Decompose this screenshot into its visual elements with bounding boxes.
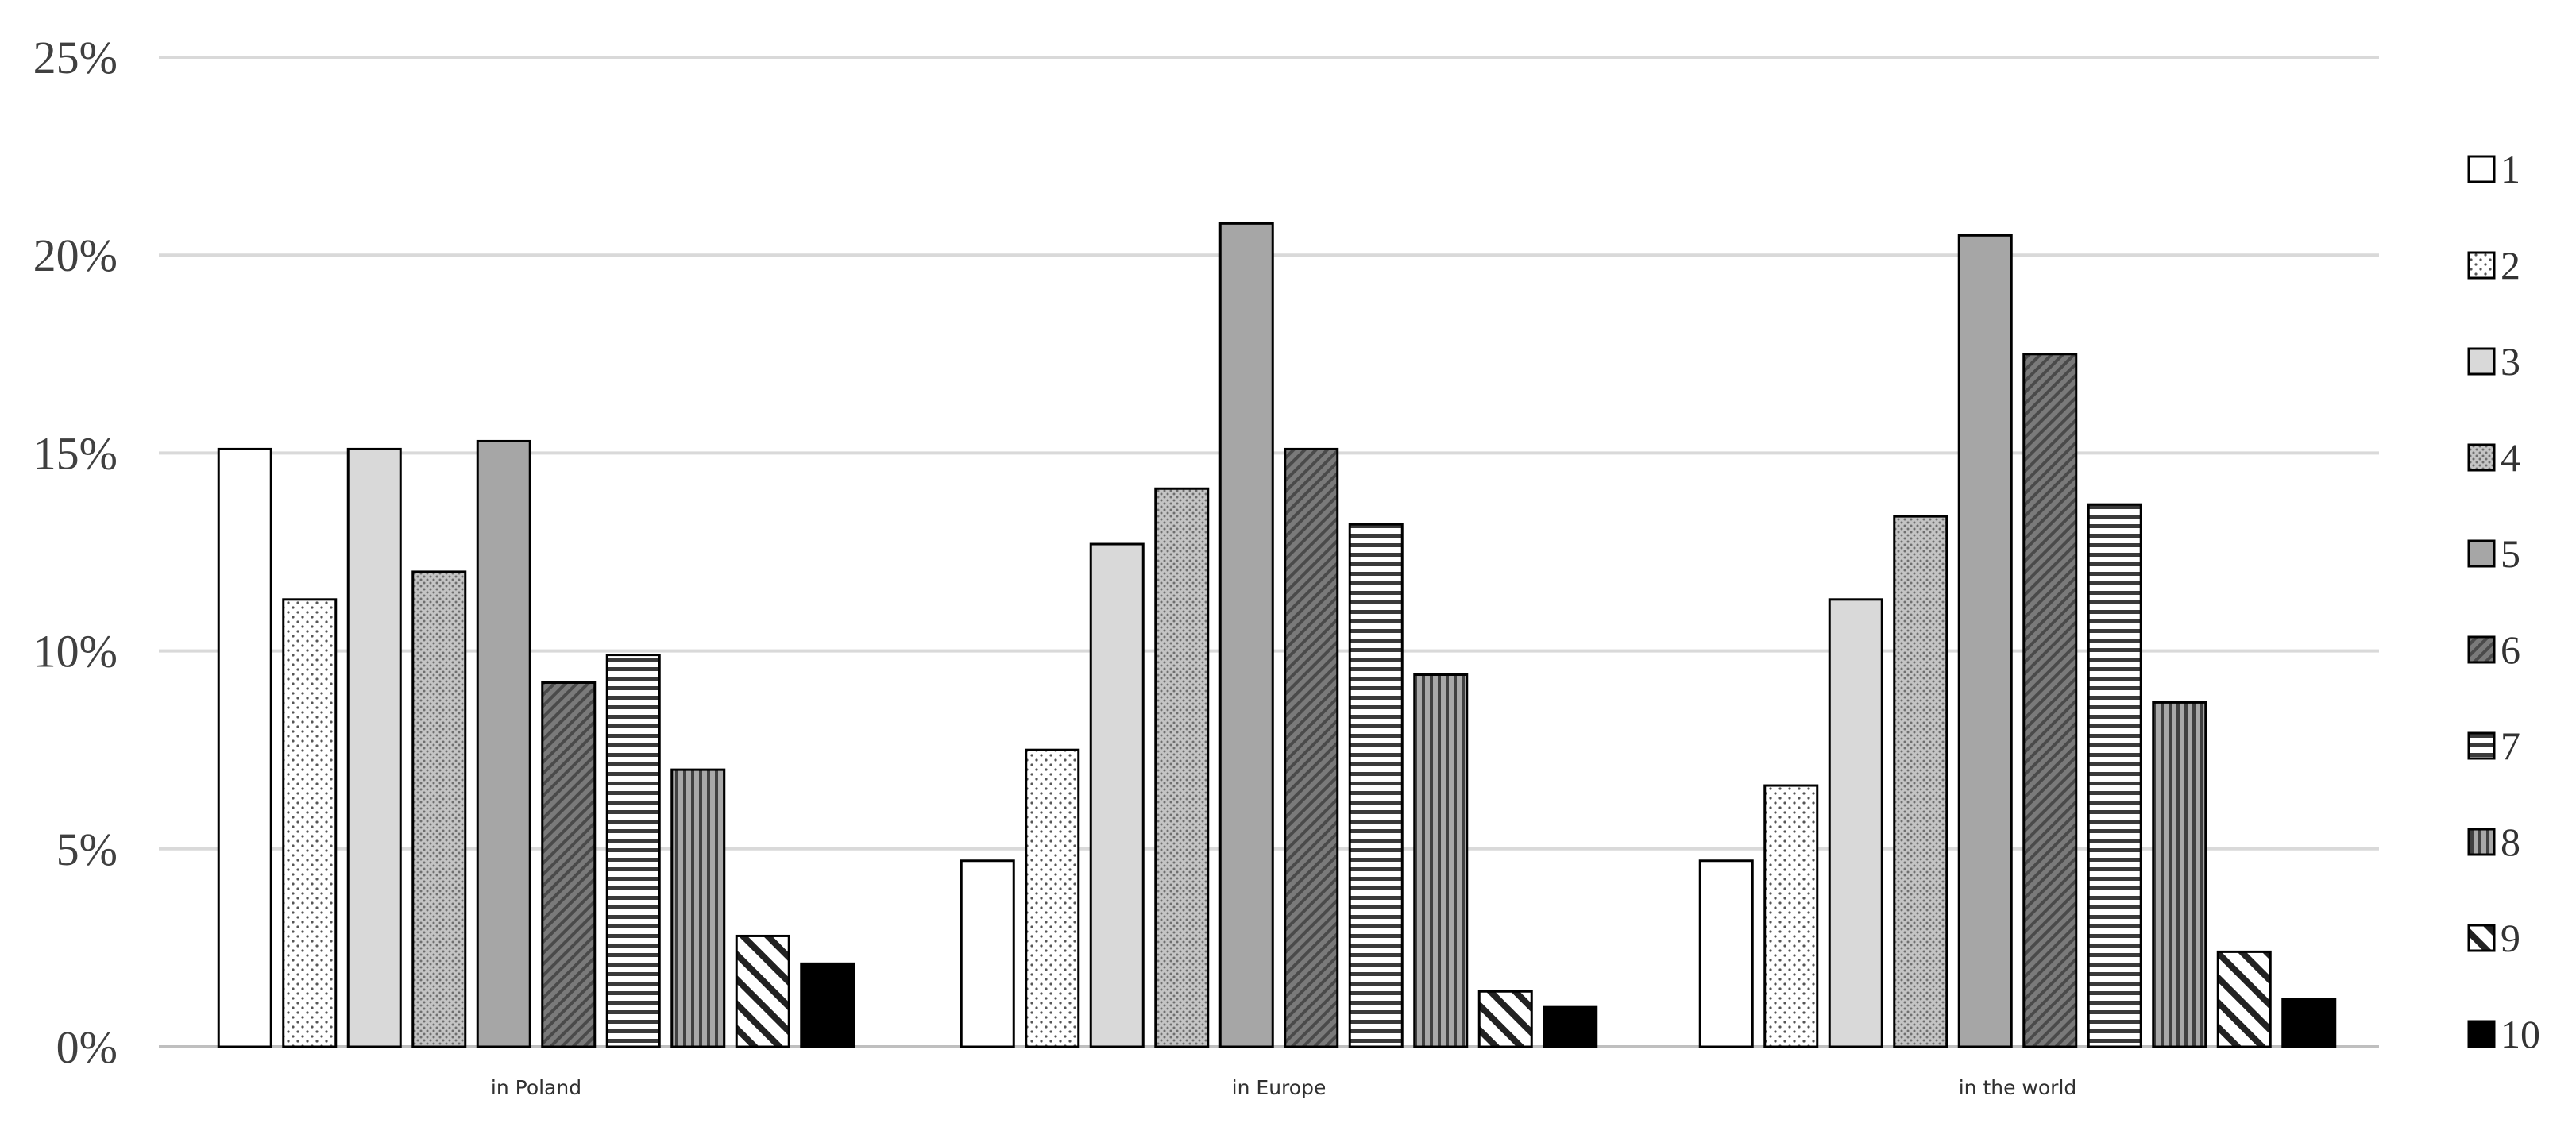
x-tick-label: in Poland — [491, 1076, 581, 1099]
bar-series-9 — [1477, 990, 1533, 1048]
bar-series-8 — [670, 768, 726, 1048]
legend-label: 5 — [2501, 531, 2520, 576]
bar-series-3 — [346, 447, 402, 1048]
bar-series-2 — [1025, 748, 1080, 1048]
legend-swatch — [2467, 828, 2496, 856]
legend-swatch — [2467, 539, 2496, 568]
x-axis-ticks: in Poland in Europe in the world — [491, 1076, 2076, 1099]
y-tick-label: 20% — [33, 230, 118, 281]
legend-swatch — [2467, 924, 2496, 952]
bar-series-4 — [1893, 515, 1948, 1048]
bar-series-6 — [1284, 447, 1339, 1048]
bar-series-10 — [800, 962, 855, 1048]
bar-series-7 — [605, 654, 661, 1048]
legend-swatch — [2467, 347, 2496, 376]
bar-series-9 — [2216, 950, 2272, 1048]
legend-swatch — [2467, 1020, 2496, 1048]
bar-series-9 — [735, 934, 790, 1048]
y-tick-label: 5% — [56, 824, 118, 875]
bar-series-5 — [1957, 234, 2013, 1048]
bar-series-3 — [1089, 542, 1145, 1048]
bar-series-5 — [476, 439, 531, 1048]
legend-swatch — [2467, 155, 2496, 183]
x-tick-label: in the world — [1959, 1076, 2077, 1099]
legend-label: 4 — [2501, 435, 2520, 480]
bar-series-3 — [1828, 598, 1883, 1048]
y-tick-label: 0% — [56, 1021, 118, 1073]
bar-series-1 — [217, 447, 272, 1048]
bar-series-5 — [1218, 222, 1274, 1048]
legend-label: 7 — [2501, 724, 2520, 768]
bar-series-8 — [2152, 701, 2207, 1048]
legend-swatch — [2467, 443, 2496, 472]
bar-series-7 — [1348, 523, 1404, 1048]
legend-label: 10 — [2501, 1012, 2540, 1056]
legend-label: 2 — [2501, 243, 2520, 288]
bar-series-4 — [411, 570, 467, 1048]
bar-series-4 — [1154, 487, 1210, 1048]
legend-label: 6 — [2501, 627, 2520, 672]
bar-series-2 — [1763, 784, 1819, 1048]
legend-swatch — [2467, 251, 2496, 280]
x-tick-label: in Europe — [1232, 1076, 1327, 1099]
bar-series-10 — [2281, 998, 2337, 1048]
bar-series-6 — [541, 681, 597, 1048]
bar-series-2 — [282, 598, 338, 1048]
legend-label: 8 — [2501, 820, 2520, 864]
legend-swatch — [2467, 635, 2496, 664]
legend-label: 9 — [2501, 916, 2520, 960]
legend: 1 2 3 4 5 6 7 8 9 10 — [2467, 147, 2540, 1056]
bar-series-1 — [960, 859, 1015, 1048]
legend-swatch — [2467, 731, 2496, 760]
bar-series-8 — [1413, 673, 1469, 1048]
bars — [217, 222, 2337, 1048]
bar-series-1 — [1698, 859, 1754, 1048]
y-tick-label: 15% — [33, 427, 118, 479]
y-tick-label: 10% — [33, 626, 118, 677]
legend-label: 1 — [2501, 147, 2520, 191]
y-tick-label: 25% — [33, 32, 118, 83]
bar-series-7 — [2087, 503, 2142, 1048]
y-axis-ticks: 0% 5% 10% 15% 20% 25% — [33, 32, 118, 1073]
bar-series-6 — [2022, 353, 2078, 1048]
legend-label: 3 — [2501, 339, 2520, 384]
bar-series-10 — [1543, 1005, 1598, 1048]
